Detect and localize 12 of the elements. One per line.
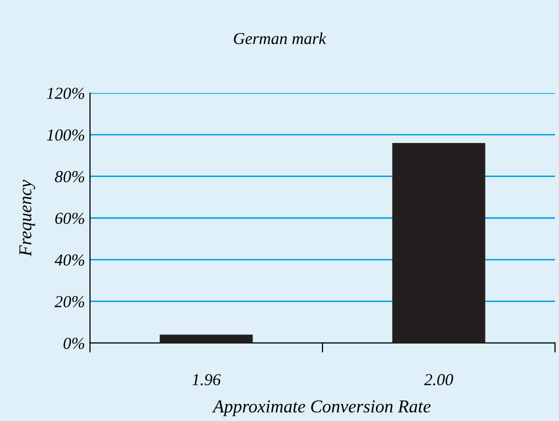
x-tick-label: 2.00 [424, 374, 454, 386]
y-tick-label: 40% [54, 254, 84, 266]
x-tick-label: 1.96 [192, 374, 221, 386]
x-axis-title: Approximate Conversion Rate [212, 400, 431, 416]
chart-title: German mark [234, 32, 326, 44]
y-axis-title: Frequency [19, 180, 36, 256]
y-tick-label: 100% [46, 129, 84, 141]
y-tick-label: 80% [54, 171, 84, 182]
y-tick-label: 0% [64, 338, 84, 349]
y-tick-label: 60% [55, 212, 84, 224]
y-tick-label: 20% [54, 296, 84, 308]
y-tick-label: 120% [46, 88, 84, 99]
